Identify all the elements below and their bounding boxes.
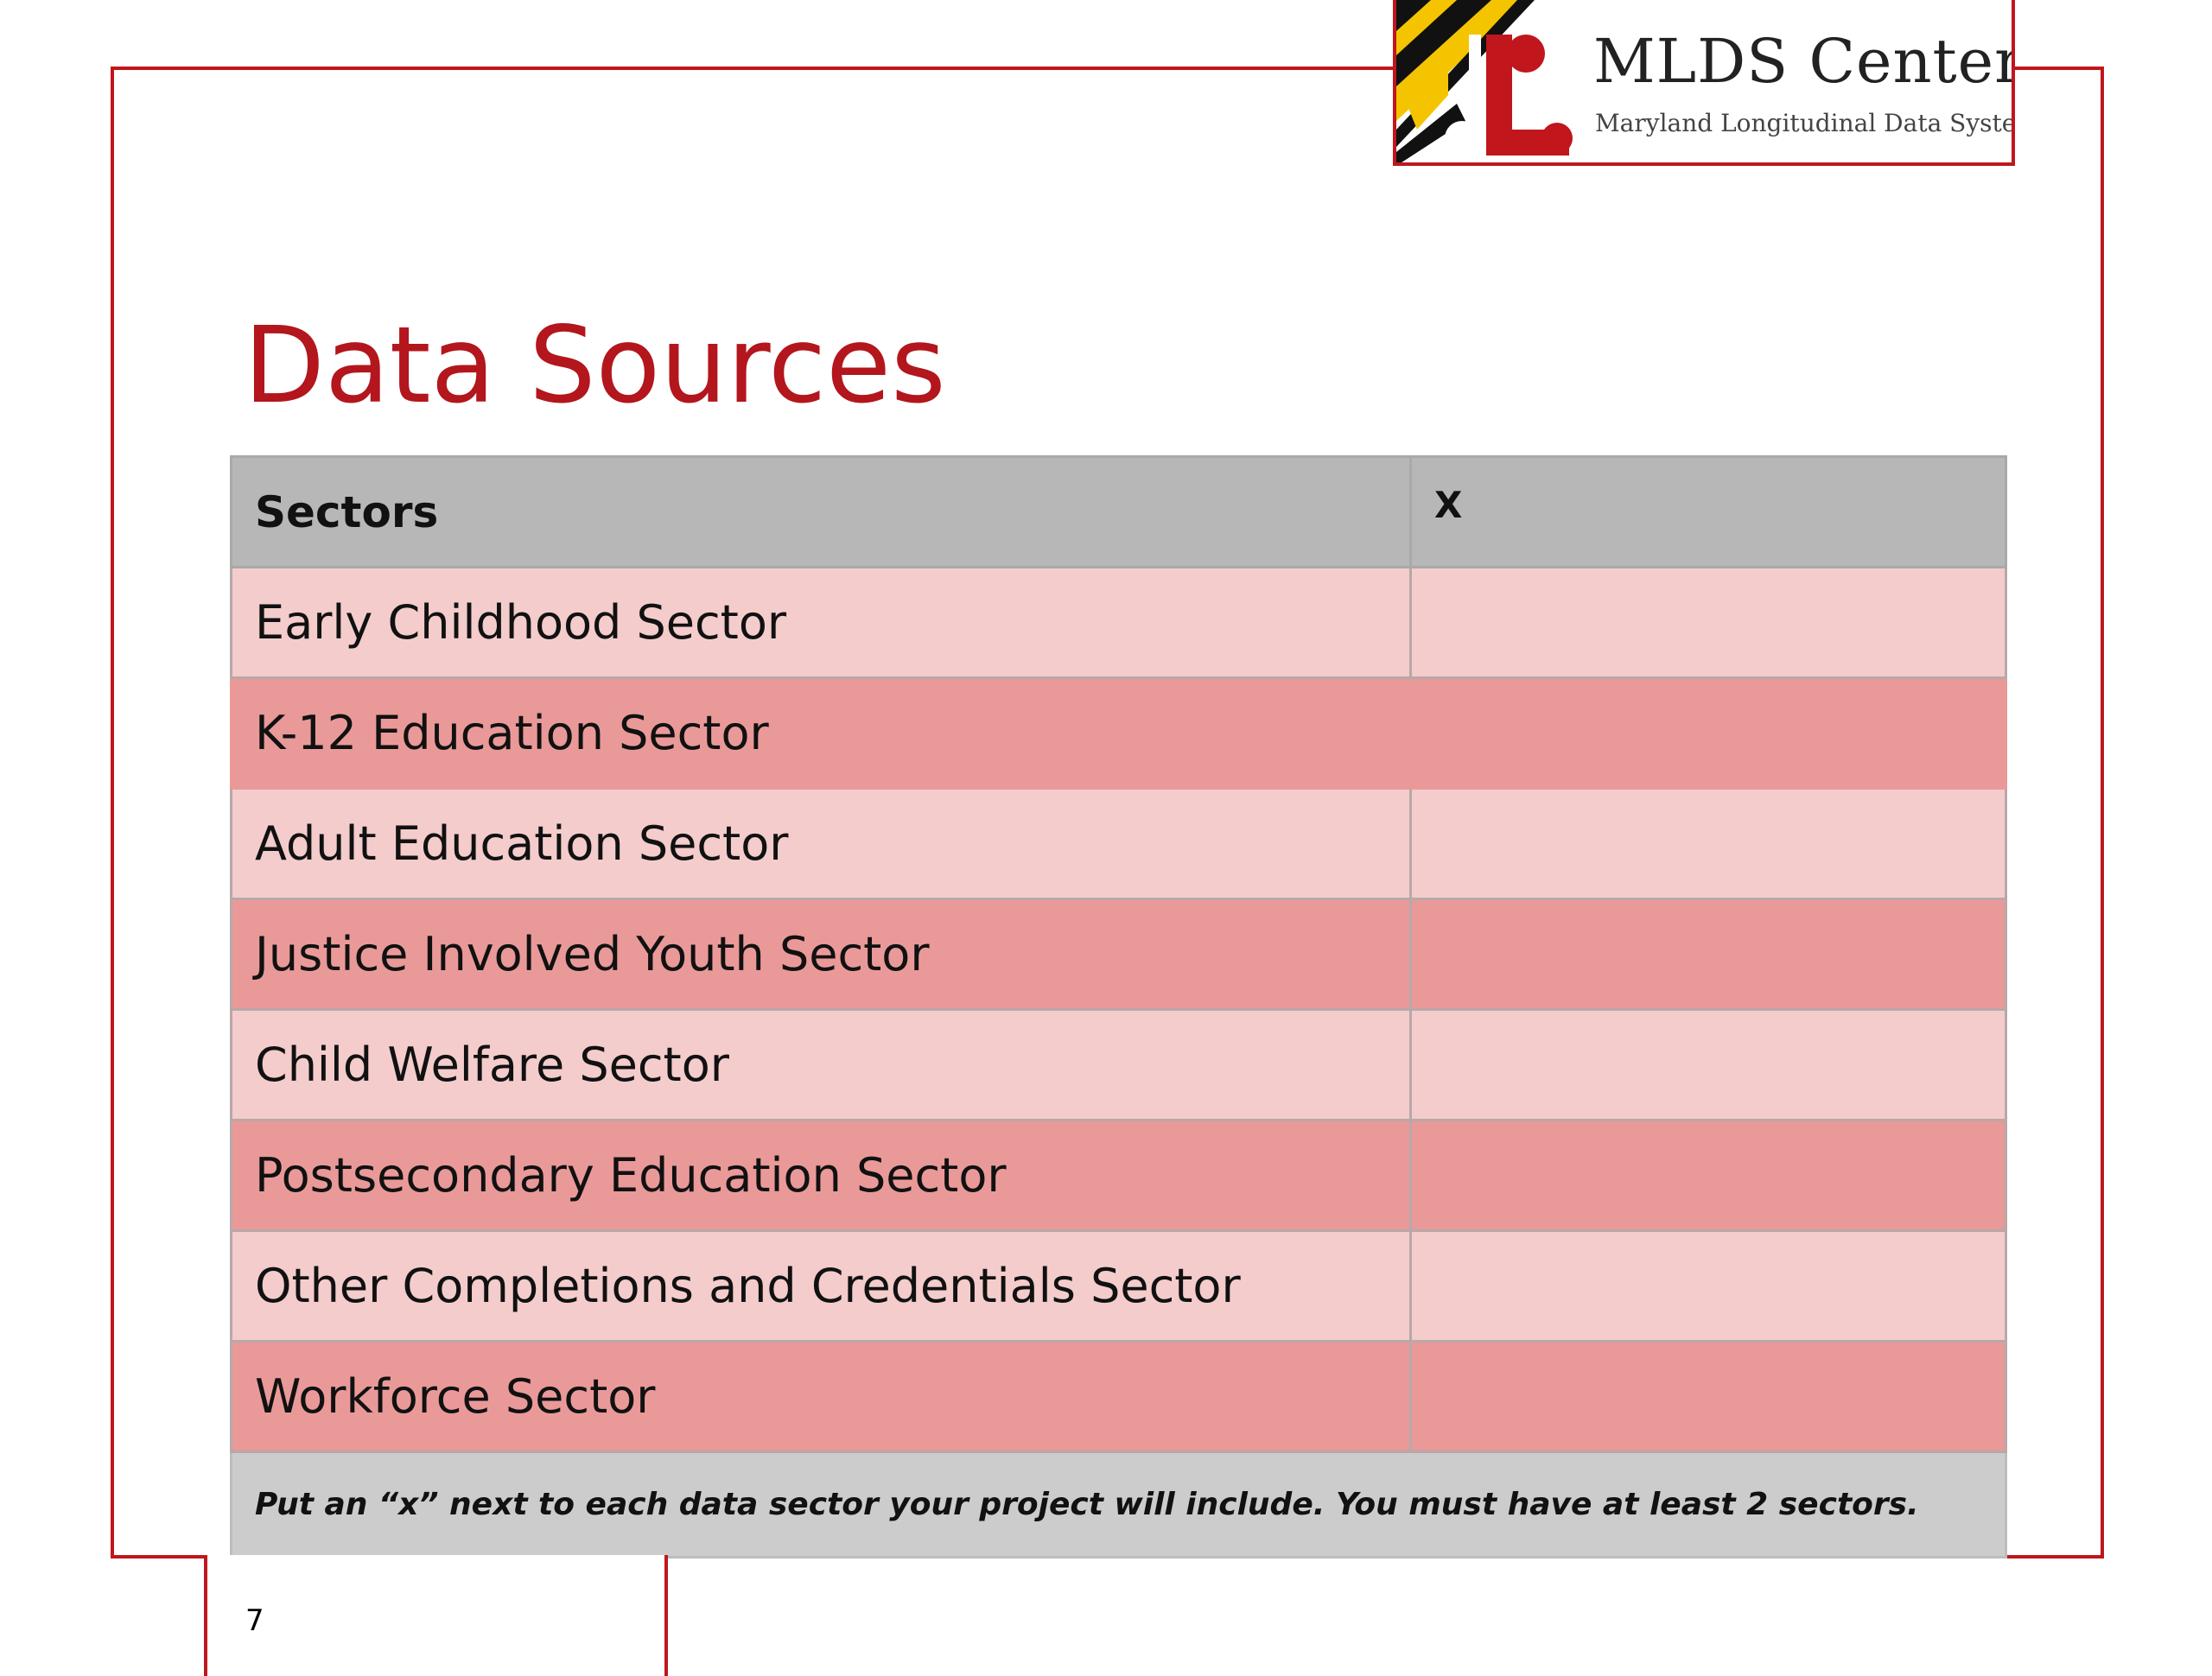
sectors-column-header: Sectors [230,455,1412,568]
maryland-flag-emblem [1396,0,1593,162]
selection-column-header: X [1409,455,2007,568]
page-number: 7 [245,1603,264,1638]
table-row: Justice Involved Youth Sector [230,898,2007,1011]
table-footnote: Put an “x” next to each data sector your… [230,1451,2007,1559]
table-row: K-12 Education Sector [230,676,2007,790]
table-row: Postsecondary Education Sector [230,1119,2007,1232]
sector-name: Early Childhood Sector [230,566,1412,679]
sector-mark-cell[interactable] [1409,1119,2007,1232]
logo-title: MLDS Center [1593,26,2015,97]
page-number-tab [204,1555,668,1676]
sector-name: Adult Education Sector [230,787,1412,900]
sector-mark-cell[interactable] [1409,1340,2007,1453]
table-row: Other Completions and Credentials Sector [230,1229,2007,1343]
sector-name: Child Welfare Sector [230,1008,1412,1121]
sector-mark-cell[interactable] [1409,566,2007,679]
sector-name: Justice Involved Youth Sector [230,898,1412,1011]
table-row: Child Welfare Sector [230,1008,2007,1121]
data-sources-table: Sectors X Early Childhood Sector K-12 Ed… [230,455,2007,1559]
page-title: Data Sources [244,304,946,427]
sector-name: K-12 Education Sector [230,676,1412,790]
table-header-row: Sectors X [230,455,2007,568]
sector-name: Postsecondary Education Sector [230,1119,1412,1232]
sector-name: Other Completions and Credentials Sector [230,1229,1412,1343]
sector-mark-cell[interactable] [1409,787,2007,900]
table-footer-row: Put an “x” next to each data sector your… [230,1451,2007,1559]
table-row: Adult Education Sector [230,787,2007,900]
sector-mark-cell[interactable] [1409,1008,2007,1121]
mlds-center-logo: MLDS Center Maryland Longitudinal Data S… [1393,0,2015,166]
sector-mark-cell[interactable] [1409,898,2007,1011]
logo-subtitle: Maryland Longitudinal Data System [1595,109,2015,137]
sector-name: Workforce Sector [230,1340,1412,1453]
table-row: Workforce Sector [230,1340,2007,1453]
sector-mark-cell[interactable] [1409,1229,2007,1343]
sector-mark-cell[interactable] [1409,676,2007,790]
table-row: Early Childhood Sector [230,566,2007,679]
